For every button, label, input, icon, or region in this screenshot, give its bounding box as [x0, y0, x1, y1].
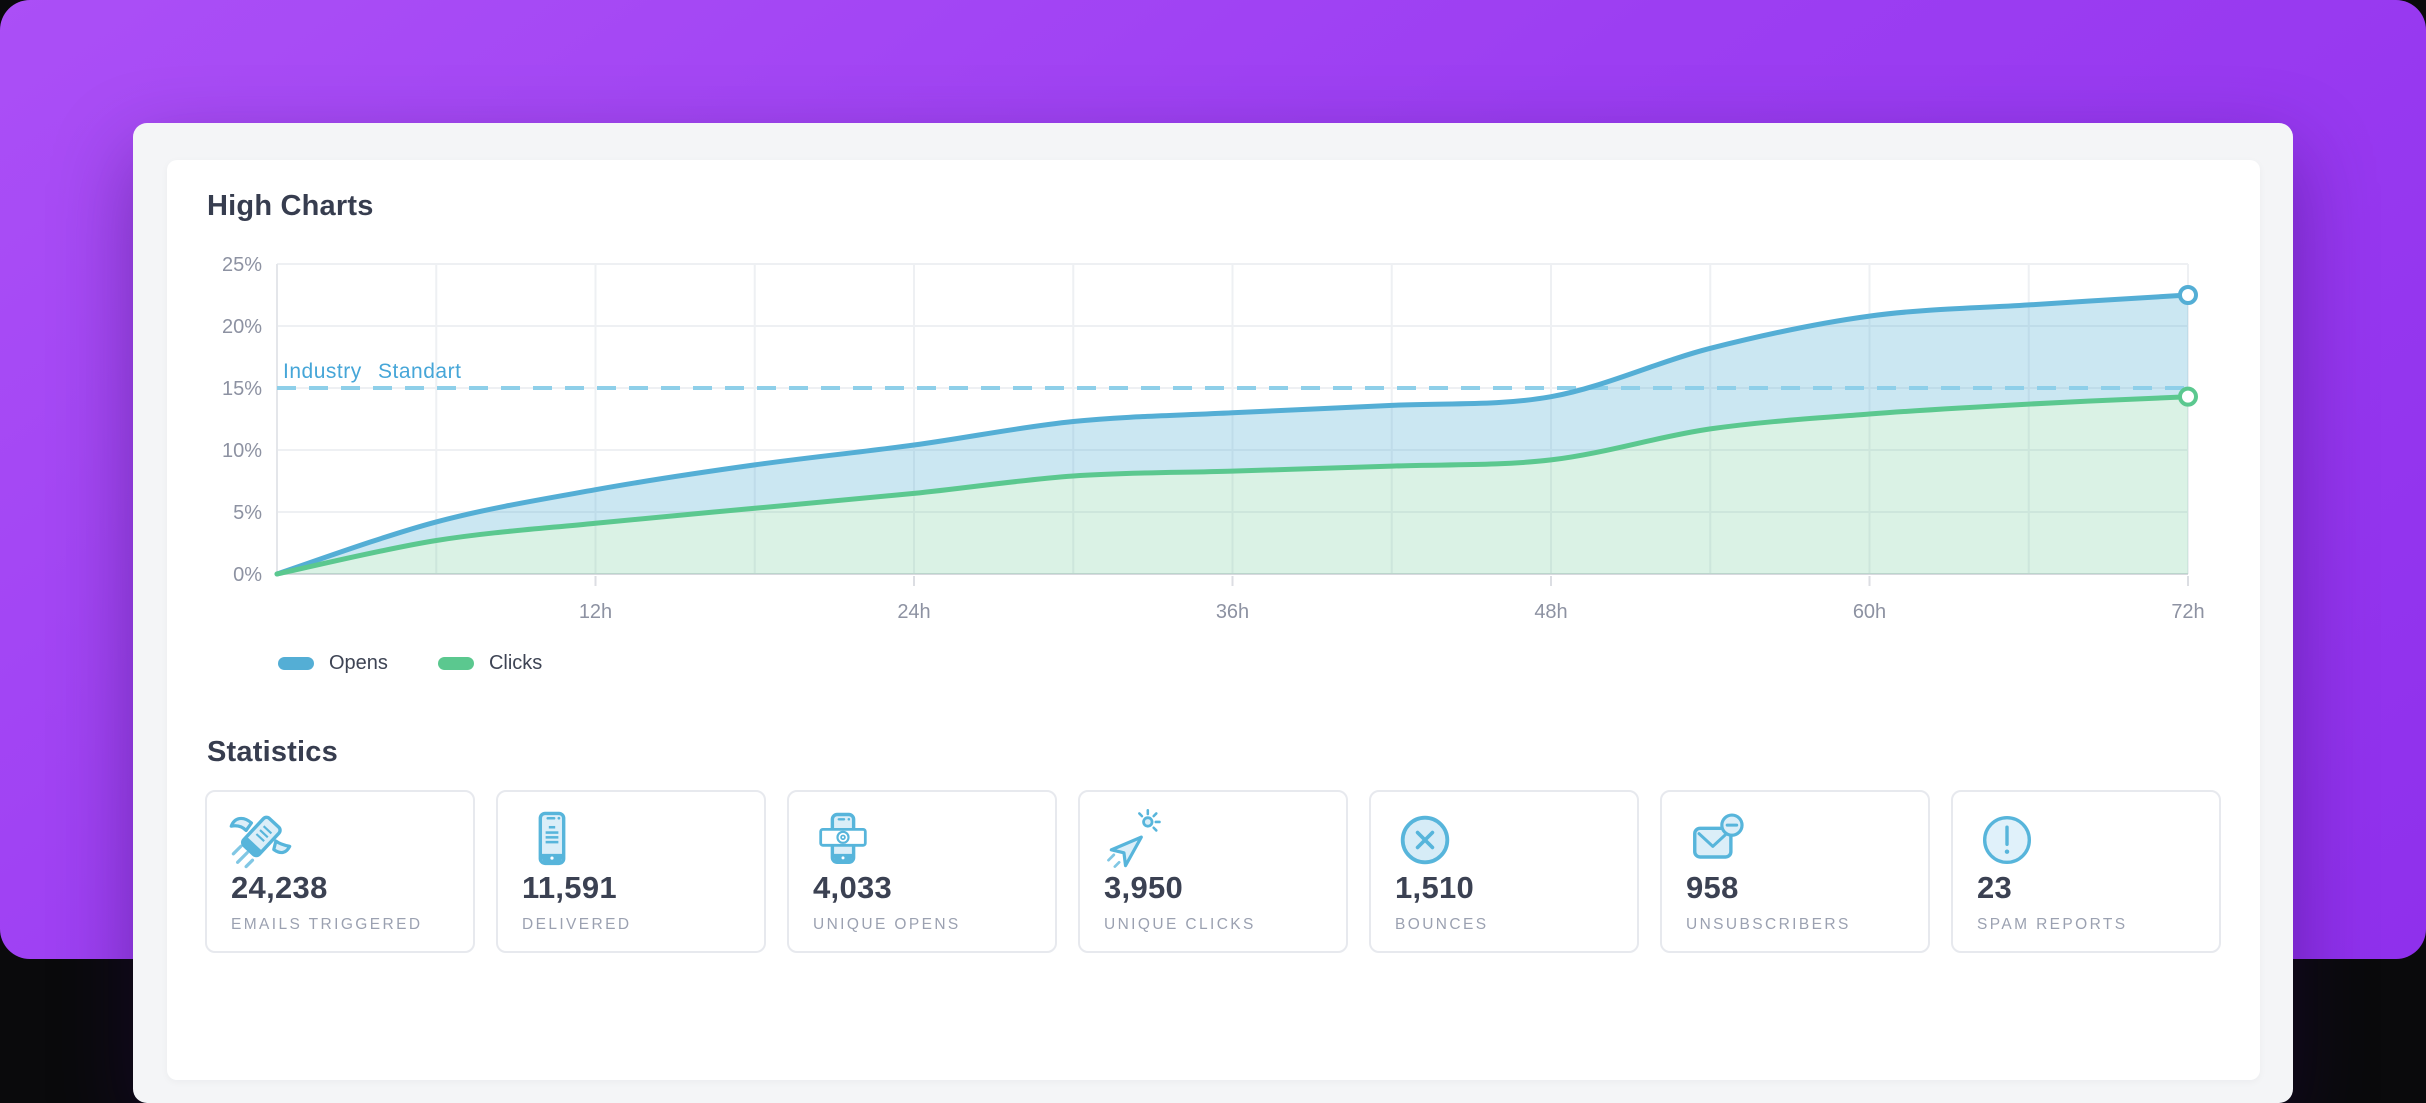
stat-label: UNIQUE CLICKS [1104, 916, 1256, 934]
stat-card-unsubscribers: 958 UNSUBSCRIBERS [1660, 790, 1930, 953]
opens-end-marker [2180, 287, 2196, 303]
stat-card-delivered: 11,591 DELIVERED [496, 790, 766, 953]
stat-value: 23 [1977, 870, 2012, 906]
stat-label: DELIVERED [522, 916, 631, 934]
stat-value: 4,033 [813, 870, 892, 906]
x-axis-label: 72h [2171, 601, 2204, 623]
phone-mail-icon [809, 806, 877, 874]
y-axis-label: 20% [222, 316, 262, 338]
alert-circle-icon [1973, 806, 2041, 874]
clicks-legend-label: Clicks [489, 652, 542, 675]
x-axis-label: 24h [897, 601, 930, 623]
y-axis-label: 15% [222, 378, 262, 400]
stat-value: 24,238 [231, 870, 328, 906]
stat-label: BOUNCES [1395, 916, 1488, 934]
clicks-end-marker [2180, 389, 2196, 405]
stat-card-unique-opens: 4,033 UNIQUE OPENS [787, 790, 1057, 953]
stat-value: 3,950 [1104, 870, 1183, 906]
stats-section-title: Statistics [207, 736, 338, 769]
y-axis-label: 5% [233, 502, 262, 524]
y-axis-label: 0% [233, 564, 262, 586]
clicks-legend-swatch [438, 657, 474, 670]
x-circle-icon [1391, 806, 1459, 874]
stat-value: 1,510 [1395, 870, 1474, 906]
x-axis-label: 36h [1216, 601, 1249, 623]
y-axis-label: 25% [222, 254, 262, 276]
x-axis-label: 60h [1853, 601, 1886, 623]
stat-card-bounces: 1,510 BOUNCES [1369, 790, 1639, 953]
stat-value: 958 [1686, 870, 1739, 906]
stat-label: EMAILS TRIGGERED [231, 916, 422, 934]
legend-item-clicks[interactable]: Clicks [438, 652, 542, 675]
opens-legend-swatch [278, 657, 314, 670]
x-axis-label: 48h [1534, 601, 1567, 623]
flying-mail-icon [227, 806, 295, 874]
stat-card-emails-triggered: 24,238 EMAILS TRIGGERED [205, 790, 475, 953]
stat-card-spam-reports: 23 SPAM REPORTS [1951, 790, 2221, 953]
phone-icon [518, 806, 586, 874]
chart-legend: Opens Clicks [278, 652, 542, 675]
y-axis-label: 10% [222, 440, 262, 462]
stat-card-unique-clicks: 3,950 UNIQUE CLICKS [1078, 790, 1348, 953]
opens-clicks-area-chart: 12h 24h 36h 48h 60h 72h 0% 5% 10% 15% 20% 25% Indust… [167, 160, 2260, 630]
cursor-click-icon [1100, 806, 1168, 874]
stat-label: UNIQUE OPENS [813, 916, 961, 934]
stat-label: UNSUBSCRIBERS [1686, 916, 1851, 934]
mail-minus-icon [1682, 806, 1750, 874]
x-axis-label: 12h [579, 601, 612, 623]
industry-standard-label: Industry Standart [283, 360, 461, 383]
opens-legend-label: Opens [329, 652, 388, 675]
stat-value: 11,591 [522, 870, 617, 906]
stats-cards-row: 24,238 EMAILS TRIGGERED 11,591 DELIVERED [205, 790, 2221, 953]
legend-item-opens[interactable]: Opens [278, 652, 388, 675]
stat-label: SPAM REPORTS [1977, 916, 2128, 934]
